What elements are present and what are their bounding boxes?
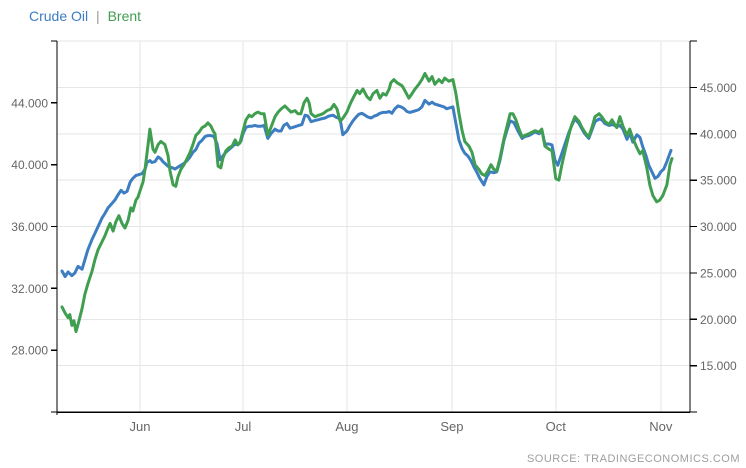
crude-oil-line[interactable] (60, 98, 673, 279)
y-axis-right-label: 15.000 (700, 359, 737, 373)
x-axis-month-label: Jul (235, 419, 252, 434)
source-attribution: SOURCE: TRADINGECONOMICS.COM (526, 453, 740, 465)
y-axis-left-label: 28.000 (11, 344, 48, 358)
y-axis-left-label: 44.000 (11, 96, 48, 110)
x-axis-month-label: Jun (130, 419, 151, 434)
y-axis-right-label: 20.000 (700, 313, 737, 327)
y-axis-left-label: 32.000 (11, 282, 48, 296)
legend-brent[interactable]: Brent (107, 8, 142, 24)
x-axis-month-label: Nov (649, 419, 673, 434)
x-axis-month-label: Sep (440, 419, 463, 434)
y-axis-right-label: 30.000 (700, 220, 737, 234)
y-axis-right-label: 40.000 (700, 127, 737, 141)
y-axis-right-label: 45.000 (700, 81, 737, 95)
legend-crude-oil[interactable]: Crude Oil (29, 8, 89, 24)
legend-separator: | (96, 8, 100, 24)
y-axis-right-label: 25.000 (700, 266, 737, 280)
x-axis-month-label: Oct (546, 419, 567, 434)
y-axis-left-label: 40.000 (11, 158, 48, 172)
x-axis-month-label: Aug (335, 419, 358, 434)
y-axis-right-label: 35.000 (700, 174, 737, 188)
brent-line[interactable] (60, 72, 674, 334)
y-axis-left-label: 36.000 (11, 220, 48, 234)
chart-legend: Crude Oil | Brent (29, 7, 145, 25)
